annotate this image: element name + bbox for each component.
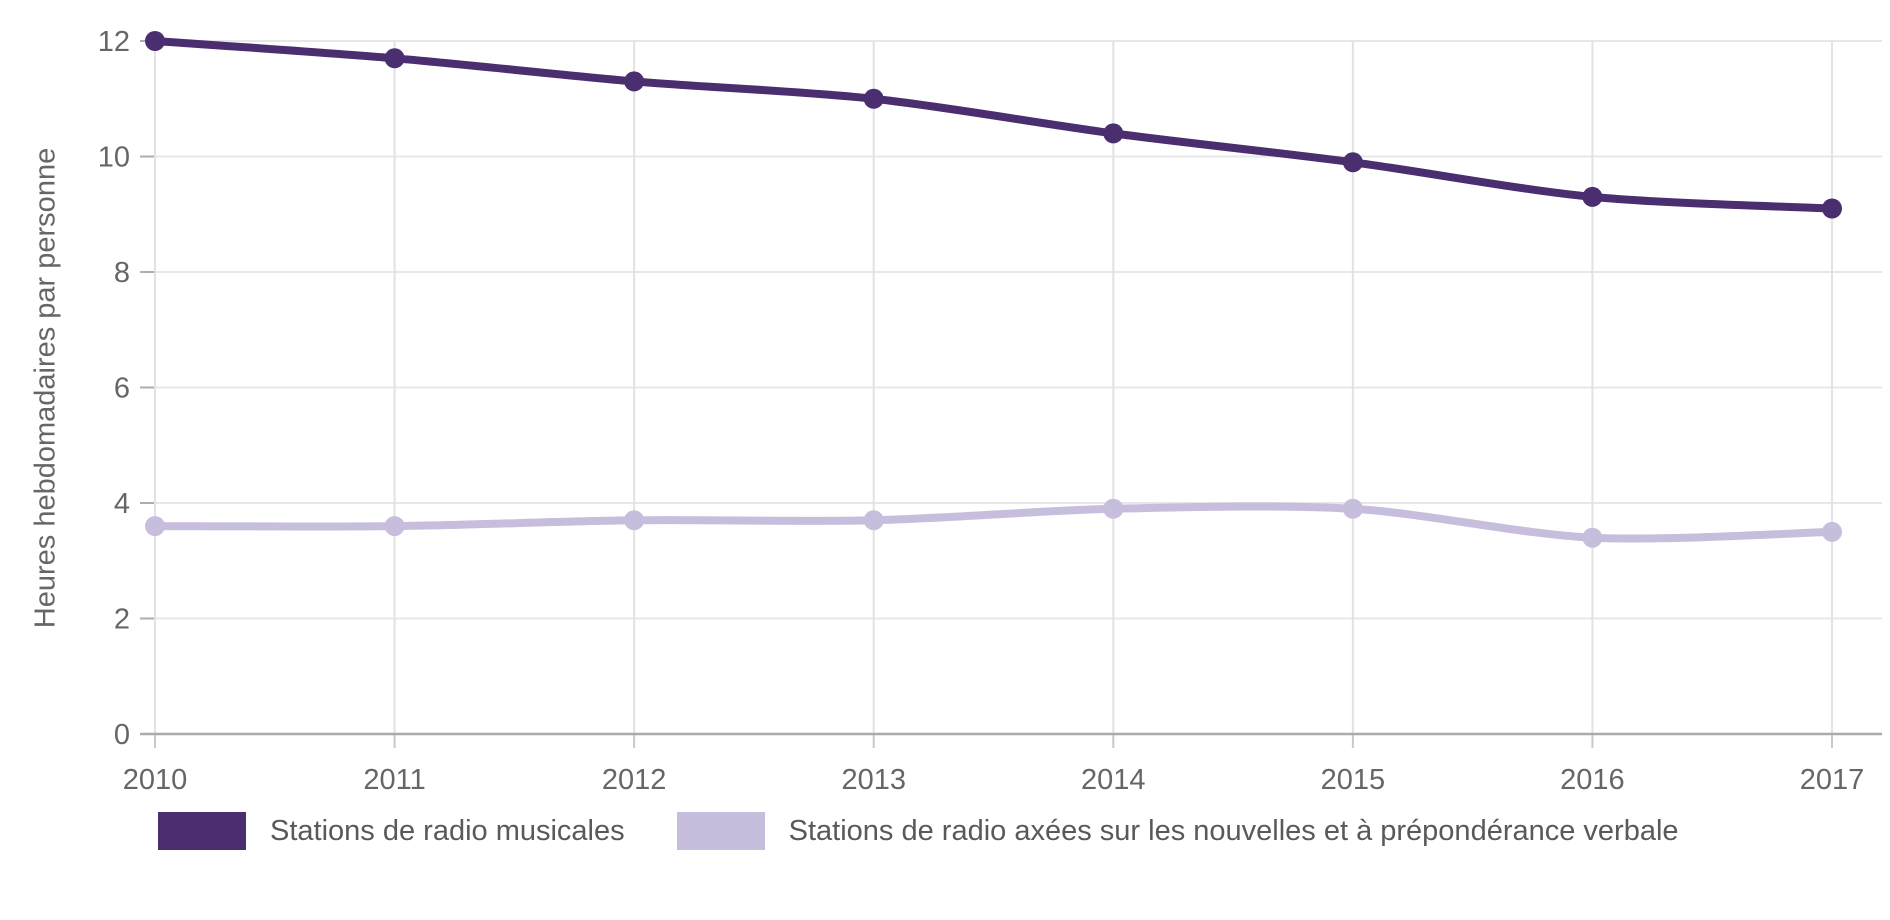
data-point-s1-2010[interactable] (145, 516, 165, 537)
line-chart: 0 2 4 6 8 10 12 2010 2011 2012 2013 2014 2015 2016 201… (98, 26, 1882, 796)
data-point-s0-2014[interactable] (1103, 123, 1124, 144)
x-tick-label: 2013 (841, 764, 906, 796)
x-tick-label: 2010 (123, 764, 188, 796)
data-point-s0-2011[interactable] (384, 48, 405, 69)
x-tick-label: 2015 (1321, 764, 1386, 796)
data-point-s0-2015[interactable] (1342, 152, 1363, 173)
legend-item-nouvelles-verbale[interactable]: Stations de radio axées sur les nouvelle… (676, 812, 1679, 850)
data-point-s1-2017[interactable] (1822, 521, 1842, 542)
x-tick-label: 2011 (363, 764, 425, 796)
y-tick-label: 6 (114, 373, 130, 405)
legend: Stations de radio musicales Stations de … (158, 812, 1731, 850)
data-point-s1-2012[interactable] (624, 510, 645, 531)
y-tick-label: 12 (98, 26, 130, 58)
legend-label-musicales: Stations de radio musicales (270, 814, 625, 847)
data-point-s1-2013[interactable] (863, 510, 884, 531)
data-point-s1-2016[interactable] (1582, 527, 1603, 548)
y-axis-title: Heures hebdomadaires par personne (29, 147, 62, 629)
data-point-s0-2017[interactable] (1822, 198, 1842, 219)
x-tick-label: 2012 (602, 764, 667, 796)
legend-swatch-musicales (158, 812, 246, 850)
x-tick-label: 2016 (1560, 764, 1625, 796)
data-point-s0-2010[interactable] (145, 31, 165, 51)
legend-label-nouvelles-verbale: Stations de radio axées sur les nouvelle… (788, 814, 1679, 847)
legend-swatch-nouvelles-verbale (676, 812, 765, 850)
data-point-s1-2011[interactable] (384, 516, 405, 537)
y-tick-label: 2 (114, 604, 130, 636)
y-tick-label: 8 (114, 257, 130, 289)
data-point-s0-2016[interactable] (1582, 186, 1603, 207)
x-tick-label: 2017 (1800, 764, 1865, 796)
data-point-s1-2014[interactable] (1103, 498, 1124, 519)
y-tick-label: 4 (114, 488, 130, 520)
legend-item-musicales[interactable]: Stations de radio musicales (158, 812, 625, 850)
series-line-1 (151, 502, 1836, 543)
series-line-0 (151, 37, 1836, 213)
y-tick-label: 0 (114, 719, 130, 751)
data-point-s1-2015[interactable] (1342, 498, 1363, 519)
y-tick-label: 10 (98, 142, 130, 174)
data-point-s0-2013[interactable] (863, 88, 884, 109)
x-tick-label: 2014 (1081, 764, 1146, 796)
data-point-s0-2012[interactable] (624, 71, 645, 92)
